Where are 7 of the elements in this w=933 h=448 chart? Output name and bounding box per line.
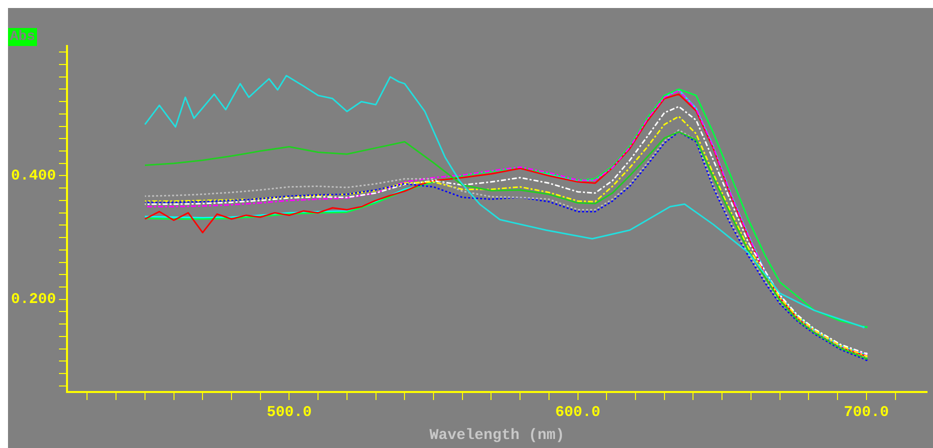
x-tick-label: 600.0 bbox=[555, 404, 600, 421]
y-tick-label: 0.200 bbox=[10, 291, 56, 308]
y-tick-label: 0.400 bbox=[10, 168, 56, 185]
x-tick-label: 700.0 bbox=[844, 404, 889, 421]
x-tick-label: 500.0 bbox=[266, 404, 312, 421]
x-axis-title: Wavelength (nm) bbox=[429, 426, 565, 444]
y-axis-title: Abs bbox=[8, 28, 38, 46]
